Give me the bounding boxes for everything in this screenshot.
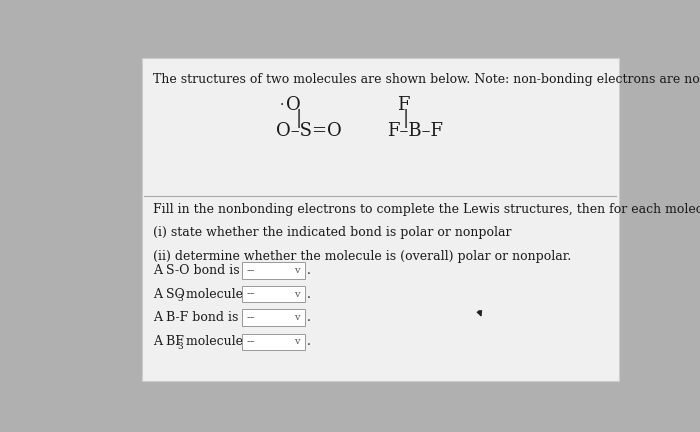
FancyBboxPatch shape bbox=[242, 286, 304, 302]
Text: .: . bbox=[307, 264, 311, 277]
Text: (ii) determine whether the molecule is (overall) polar or nonpolar.: (ii) determine whether the molecule is (… bbox=[153, 250, 571, 263]
Text: O: O bbox=[286, 96, 300, 114]
FancyBboxPatch shape bbox=[242, 262, 304, 279]
Text: O–S=O: O–S=O bbox=[276, 122, 342, 140]
Text: A SO: A SO bbox=[153, 288, 185, 301]
Text: ·: · bbox=[280, 98, 284, 112]
FancyBboxPatch shape bbox=[242, 309, 304, 326]
Text: --: -- bbox=[246, 264, 255, 277]
Text: v: v bbox=[294, 337, 299, 346]
Text: A B-F bond is: A B-F bond is bbox=[153, 311, 242, 324]
Text: (i) state whether the indicated bond is polar or nonpolar: (i) state whether the indicated bond is … bbox=[153, 226, 511, 239]
Text: Fill in the nonbonding electrons to complete the Lewis structures, then for each: Fill in the nonbonding electrons to comp… bbox=[153, 203, 700, 216]
Text: v: v bbox=[294, 289, 299, 299]
Text: v: v bbox=[294, 266, 299, 275]
Text: 3: 3 bbox=[178, 294, 183, 303]
Text: .: . bbox=[307, 311, 311, 324]
Text: v: v bbox=[294, 313, 299, 322]
Text: .: . bbox=[307, 335, 311, 348]
Text: --: -- bbox=[246, 335, 255, 348]
Text: 3: 3 bbox=[178, 342, 183, 351]
Text: A BF: A BF bbox=[153, 335, 183, 348]
Text: A S-O bond is: A S-O bond is bbox=[153, 264, 243, 277]
Text: F–B–F: F–B–F bbox=[387, 122, 443, 140]
Text: The structures of two molecules are shown below. Note: non-bonding electrons are: The structures of two molecules are show… bbox=[153, 73, 700, 86]
Text: |: | bbox=[295, 109, 302, 128]
Text: F: F bbox=[397, 96, 410, 114]
Text: --: -- bbox=[246, 288, 255, 301]
FancyBboxPatch shape bbox=[242, 334, 304, 350]
Text: .: . bbox=[307, 288, 311, 301]
FancyBboxPatch shape bbox=[141, 58, 619, 381]
Text: |: | bbox=[402, 109, 408, 128]
Text: molecule is: molecule is bbox=[182, 335, 261, 348]
Text: molecule is: molecule is bbox=[182, 288, 261, 301]
Text: --: -- bbox=[246, 311, 255, 324]
